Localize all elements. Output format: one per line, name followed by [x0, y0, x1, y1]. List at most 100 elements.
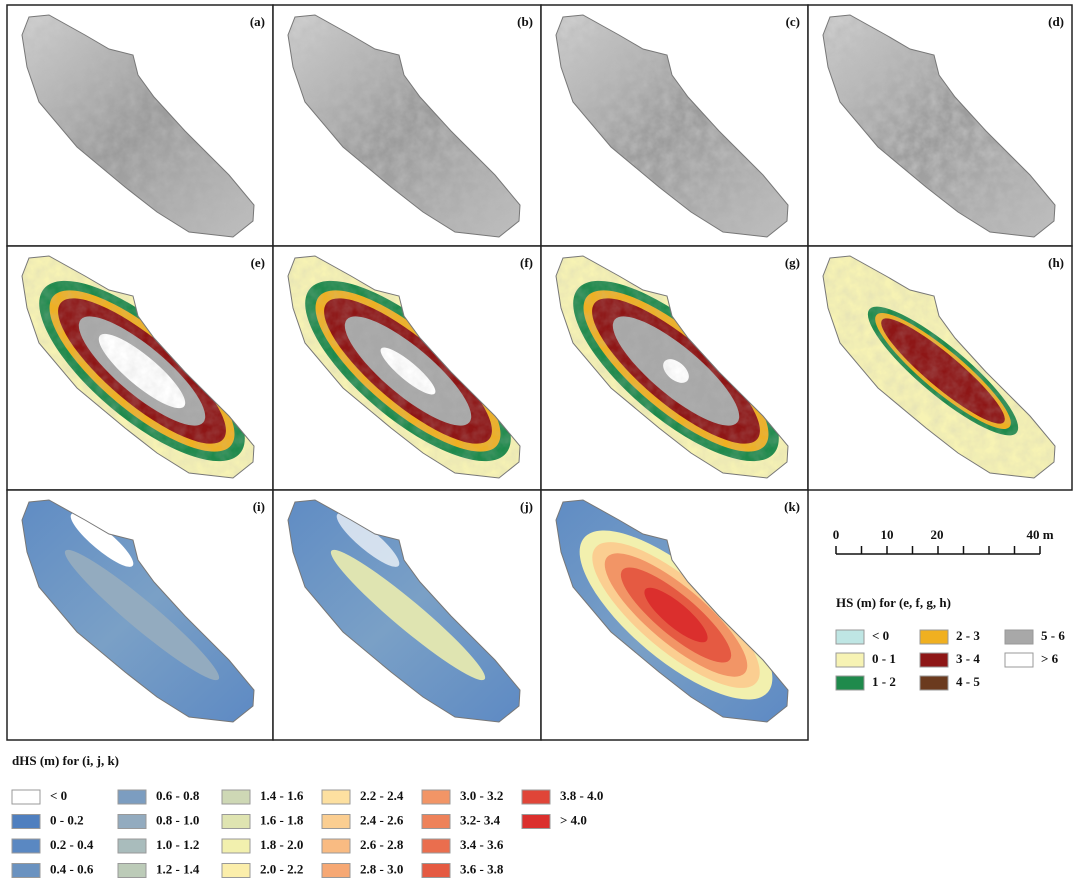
- legend-label: 2.0 - 2.2: [260, 861, 303, 876]
- legend-swatch: [835, 675, 865, 691]
- dhs: [64, 549, 220, 681]
- legend-title: HS (m) for (e, f, g, h): [836, 595, 951, 610]
- legend-label: 4 - 5: [956, 674, 980, 689]
- map-panel: (h): [807, 245, 1073, 491]
- legend-swatch: [11, 863, 41, 878]
- legend-label: 1.0 - 1.2: [156, 837, 199, 852]
- legend-label: 1.6 - 1.8: [260, 812, 304, 827]
- map-outline: [822, 14, 1056, 238]
- panel-label: (c): [786, 14, 800, 29]
- panel-label: (a): [250, 14, 265, 29]
- scale-label: 40 m: [1026, 527, 1053, 542]
- legend-swatch: [117, 814, 147, 829]
- legend-label: 0.2 - 0.4: [50, 837, 94, 852]
- legend-swatch: [321, 863, 351, 878]
- legend-label: > 6: [1041, 651, 1059, 666]
- panel-label: (k): [784, 499, 800, 514]
- legend-swatch: [117, 838, 147, 854]
- legend-swatch: [321, 838, 351, 854]
- legend-swatch: [521, 789, 551, 805]
- legend-swatch: [421, 789, 451, 805]
- no-data: [70, 513, 134, 567]
- map-panel: (j): [272, 489, 542, 741]
- legend-label: 0.6 - 0.8: [156, 788, 200, 803]
- legend-swatch: [117, 863, 147, 878]
- legend-swatch: [835, 629, 865, 645]
- map-outline: [287, 14, 521, 238]
- map-panel: (a): [6, 4, 274, 247]
- legend-swatch: [11, 789, 41, 805]
- map-outline: [287, 255, 521, 479]
- panel-label: (g): [785, 255, 800, 270]
- no-data: [336, 513, 400, 567]
- scale-label: 10: [881, 527, 894, 542]
- legend-label: 1.4 - 1.6: [260, 788, 304, 803]
- legend-label: 2.4 - 2.6: [360, 812, 404, 827]
- map-panel: (i): [6, 489, 274, 741]
- map-outline: [822, 255, 1056, 479]
- legend-label: 0 - 1: [872, 651, 896, 666]
- map-panel: (b): [272, 4, 542, 247]
- map-panel: (g): [540, 245, 809, 491]
- legend-label: < 0: [50, 788, 67, 803]
- legend-title: dHS (m) for (i, j, k): [12, 753, 119, 768]
- panel-label: (d): [1048, 14, 1064, 29]
- legend-swatch: [1004, 629, 1034, 645]
- legend-label: < 0: [872, 628, 889, 643]
- legend-label: 0.8 - 1.0: [156, 812, 199, 827]
- legend-swatch: [221, 863, 251, 878]
- legend-label: 3.4 - 3.6: [460, 837, 504, 852]
- legend-label: 2.8 - 3.0: [360, 861, 403, 876]
- panel-label: (i): [253, 499, 265, 514]
- legend-label: 3 - 4: [956, 651, 980, 666]
- legend-label: 2 - 3: [956, 628, 980, 643]
- legend-swatch: [11, 838, 41, 854]
- legend-label: 0 - 0.2: [50, 812, 84, 827]
- legend-swatch: [1004, 652, 1034, 668]
- legend-label: 1.2 - 1.4: [156, 861, 200, 876]
- legend-label: 3.2- 3.4: [460, 812, 501, 827]
- map-panel: (c): [540, 4, 809, 247]
- legend-swatch: [919, 629, 949, 645]
- legend-swatch: [421, 814, 451, 829]
- legend-swatch: [919, 675, 949, 691]
- legend-swatch: [321, 789, 351, 805]
- legend-swatch: [221, 814, 251, 829]
- map-outline: [555, 14, 789, 238]
- legend-swatch: [221, 789, 251, 805]
- map-outline: [555, 499, 789, 723]
- legend-label: 2.6 - 2.8: [360, 837, 404, 852]
- map-outline: [287, 499, 521, 723]
- dhs: [330, 549, 486, 681]
- map-panel: (f): [272, 245, 542, 491]
- dhs: [644, 587, 708, 643]
- map-panel: (e): [6, 245, 274, 491]
- legend-swatch: [11, 814, 41, 829]
- legend-swatch: [421, 838, 451, 854]
- legend-swatch: [421, 863, 451, 878]
- legend-label: 2.2 - 2.4: [360, 788, 404, 803]
- scale-label: 20: [931, 527, 944, 542]
- legend-label: 1.8 - 2.0: [260, 837, 303, 852]
- legend-label: 3.0 - 3.2: [460, 788, 503, 803]
- map-outline: [21, 255, 255, 479]
- panel-label: (j): [520, 499, 533, 514]
- legend-swatch: [521, 814, 551, 829]
- map-outline: [555, 255, 789, 479]
- legend-label: 0.4 - 0.6: [50, 861, 94, 876]
- legend-label: 5 - 6: [1041, 628, 1065, 643]
- legend-label: 3.8 - 4.0: [560, 788, 603, 803]
- legend-label: > 4.0: [560, 812, 587, 827]
- legend-label: 3.6 - 3.8: [460, 861, 504, 876]
- map-outline: [21, 499, 255, 723]
- legend-label: 1 - 2: [872, 674, 896, 689]
- map-panel: (d): [807, 4, 1073, 247]
- scale-label: 0: [833, 527, 840, 542]
- panel-label: (h): [1048, 255, 1064, 270]
- panel-label: (f): [520, 255, 533, 270]
- legend-swatch: [835, 652, 865, 668]
- map-panel: (k): [540, 489, 809, 741]
- legend-swatch: [117, 789, 147, 805]
- panel-label: (e): [251, 255, 265, 270]
